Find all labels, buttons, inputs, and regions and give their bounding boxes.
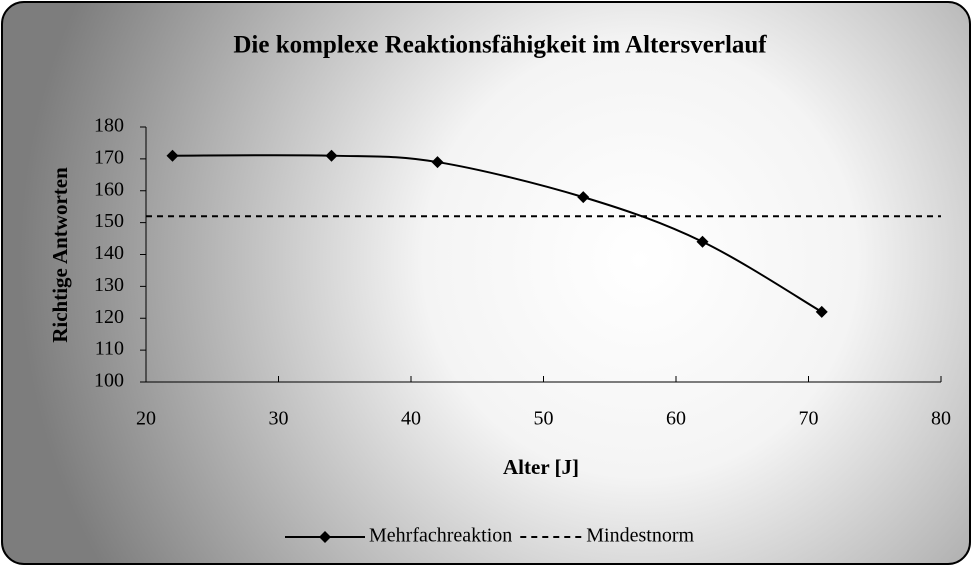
x-tick-label: 60 <box>666 408 686 430</box>
data-point <box>577 191 590 204</box>
data-point <box>696 235 709 248</box>
data-point <box>166 149 179 162</box>
y-tick-label: 100 <box>94 370 124 392</box>
y-tick-label: 180 <box>94 115 124 137</box>
chart-title: Die komplexe Reaktionsfähigkeit im Alter… <box>233 32 767 59</box>
y-tick-label: 130 <box>94 274 124 296</box>
x-axis-label: Alter [J] <box>503 455 579 479</box>
x-tick-label: 20 <box>136 408 156 430</box>
legend-marker <box>319 531 331 543</box>
y-tick-label: 120 <box>94 306 124 328</box>
x-tick-label: 80 <box>931 408 951 430</box>
data-point <box>431 156 444 169</box>
x-tick-label: 30 <box>269 408 289 430</box>
data-point <box>815 305 828 318</box>
legend-label: Mehrfachreaktion <box>369 525 512 547</box>
x-tick-label: 50 <box>534 408 554 430</box>
data-point <box>325 149 338 162</box>
legend-label: Mindestnorm <box>586 525 694 547</box>
y-axis-label: Richtige Antworten <box>48 167 72 343</box>
x-tick-label: 40 <box>401 408 421 430</box>
y-tick-label: 170 <box>94 146 124 168</box>
x-tick-label: 70 <box>799 408 819 430</box>
y-tick-label: 110 <box>95 338 124 360</box>
y-tick-label: 140 <box>94 242 124 264</box>
y-tick-label: 150 <box>94 210 124 232</box>
series-line <box>172 154 823 313</box>
y-tick-label: 160 <box>94 178 124 200</box>
